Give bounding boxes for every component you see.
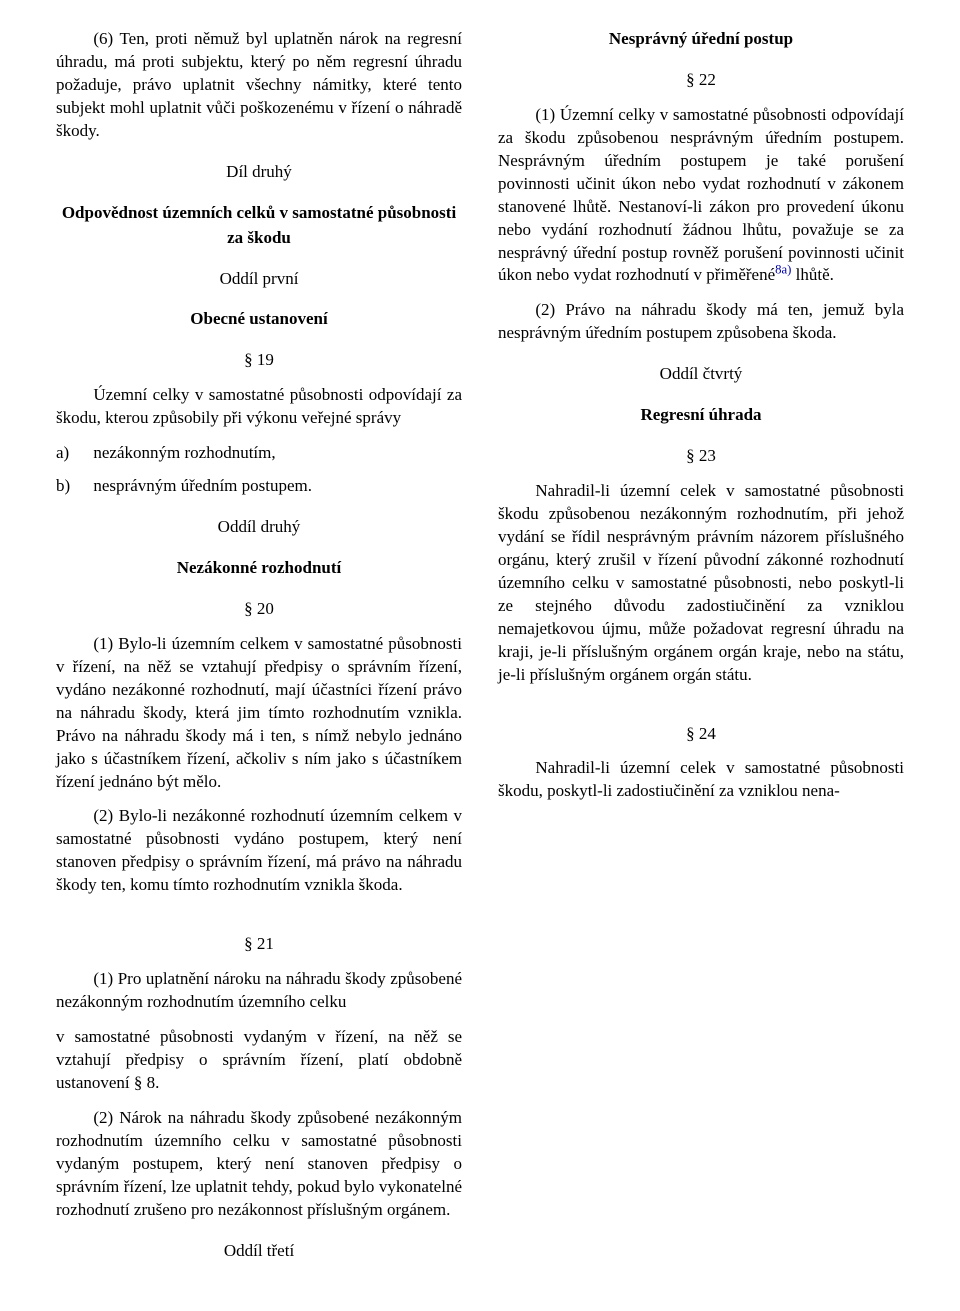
- page: (6) Ten, proti němuž byl uplatněn nárok …: [0, 0, 960, 1311]
- para-s22-2: (2) Právo na náhradu škody má ten, jemuž…: [498, 299, 904, 345]
- heading-oddil-3-title: Nesprávný úřední postup: [498, 28, 904, 51]
- heading-s22: § 22: [498, 69, 904, 92]
- para-s-unknown-6: (6) Ten, proti němuž byl uplatněn nárok …: [56, 28, 462, 143]
- heading-oddil-4-title: Regresní úhrada: [498, 404, 904, 427]
- list-item-s19-b: b) nesprávným úředním postupem.: [56, 475, 462, 498]
- heading-dil-2-title-line2: za škodu: [56, 227, 462, 250]
- para-s20-2: (2) Bylo-li nezákonné rozhodnutí územním…: [56, 805, 462, 897]
- para-s19-intro: Územní celky v samostatné působnosti odp…: [56, 384, 462, 430]
- list-item-s19-a: a) nezákonným rozhodnutím,: [56, 442, 462, 465]
- list-body-a: nezákonným rozhodnutím,: [93, 442, 462, 465]
- para-s22-1-a: (1) Územní celky v samostatné působnosti…: [498, 105, 904, 285]
- para-s21-2: (2) Nárok na náhradu škody způsobené nez…: [56, 1107, 462, 1222]
- heading-oddil-2: Oddíl druhý: [56, 516, 462, 539]
- heading-s24: § 24: [498, 723, 904, 746]
- list-marker-b: b): [56, 475, 93, 498]
- heading-oddil-4: Oddíl čtvrtý: [498, 363, 904, 386]
- heading-dil-2: Díl druhý: [56, 161, 462, 184]
- para-s21-1-cont: v samostatné působnosti vydaným v řízení…: [56, 1026, 462, 1095]
- heading-oddil-1-title: Obecné ustanovení: [56, 308, 462, 331]
- heading-oddil-3: Oddíl třetí: [56, 1240, 462, 1263]
- para-s20-1: (1) Bylo-li územním celkem v samostatné …: [56, 633, 462, 794]
- heading-s19: § 19: [56, 349, 462, 372]
- list-body-b: nesprávným úředním postupem.: [93, 475, 462, 498]
- footnote-ref-8a[interactable]: 8a): [775, 263, 791, 277]
- para-s23: Nahradil-li územní celek v samostatné pů…: [498, 480, 904, 686]
- heading-s21: § 21: [56, 933, 462, 956]
- para-s22-1-b: lhůtě.: [791, 265, 834, 284]
- heading-oddil-1: Oddíl první: [56, 268, 462, 291]
- para-s24: Nahradil-li územní celek v samostatné pů…: [498, 757, 904, 803]
- heading-s23: § 23: [498, 445, 904, 468]
- heading-s20: § 20: [56, 598, 462, 621]
- list-marker-a: a): [56, 442, 93, 465]
- para-s22-1: (1) Územní celky v samostatné působnosti…: [498, 104, 904, 288]
- heading-dil-2-title-line1: Odpovědnost územních celků v samostatné …: [56, 202, 462, 225]
- heading-oddil-2-title: Nezákonné rozhodnutí: [56, 557, 462, 580]
- para-s21-1-part: (1) Pro uplatnění nároku na náhradu škod…: [56, 968, 462, 1014]
